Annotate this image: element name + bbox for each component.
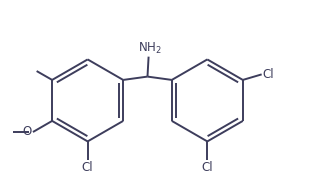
Text: Cl: Cl [82,161,94,174]
Text: Cl: Cl [201,161,213,174]
Text: Cl: Cl [263,68,274,81]
Text: O: O [22,125,31,138]
Text: NH$_2$: NH$_2$ [138,40,162,56]
